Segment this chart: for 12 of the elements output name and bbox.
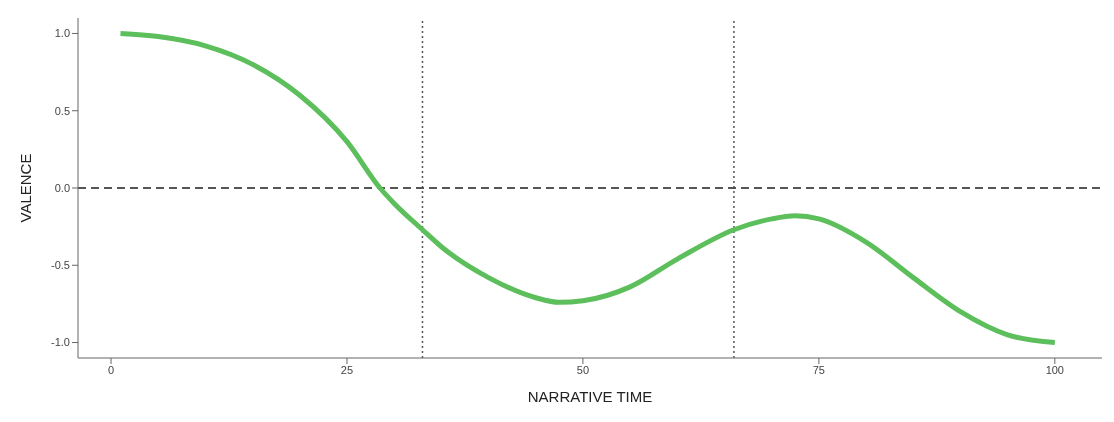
x-tick-label: 50 (576, 363, 590, 376)
y-axis-title: VALENCE (17, 153, 35, 223)
x-tick-label: 0 (107, 363, 115, 376)
y-tick-label: -0.5 (51, 259, 70, 272)
x-axis-title: NARRATIVE TIME (527, 388, 653, 405)
x-tick-label: 100 (1045, 363, 1064, 376)
y-tick-label: 0.0 (54, 181, 70, 194)
x-tick-label: 75 (812, 363, 825, 376)
y-tick-label: 0.5 (54, 104, 70, 117)
y-tick-label: -1.0 (51, 336, 70, 349)
y-tick-label: 1.0 (54, 27, 70, 40)
x-tick-label: 25 (340, 363, 354, 376)
